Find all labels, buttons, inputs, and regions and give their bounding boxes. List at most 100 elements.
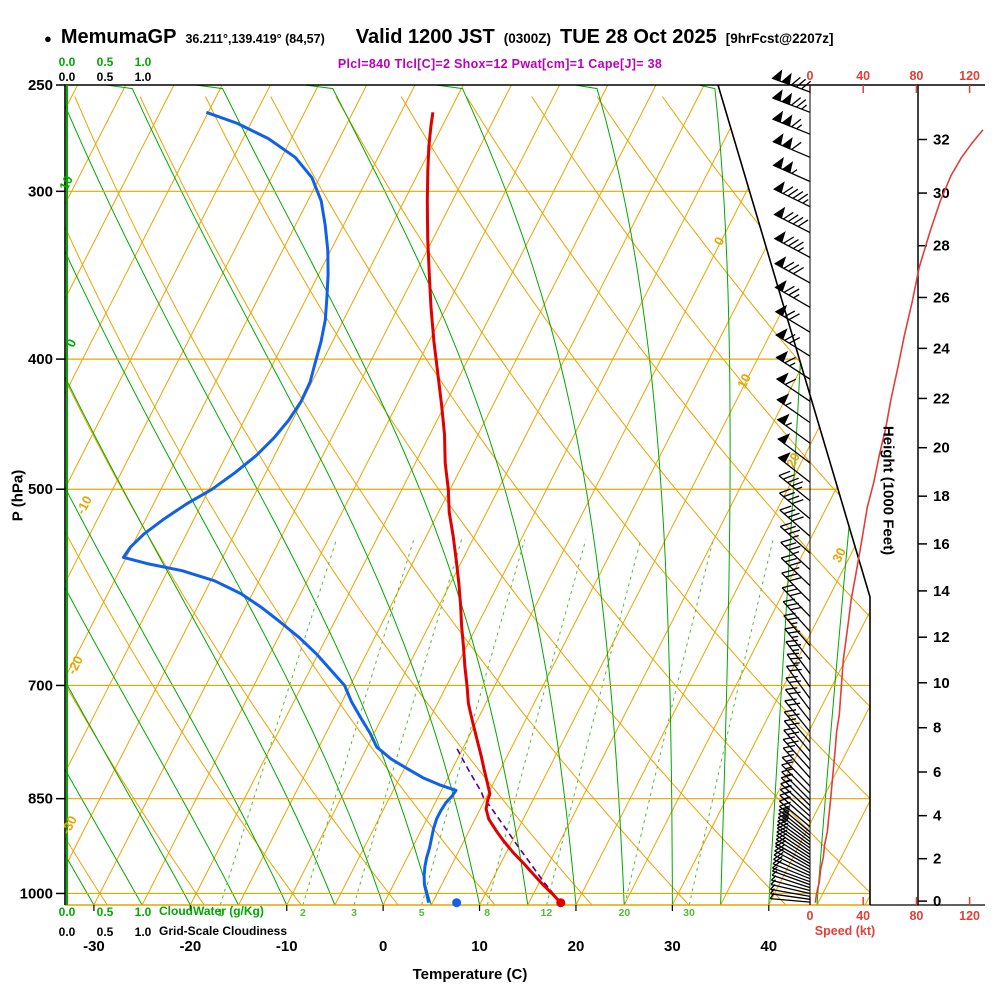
cloudwater-axis-label: CloudWater (g/Kg) — [159, 904, 264, 918]
grid-line-label: -10 — [73, 493, 95, 517]
model-name: MemumaGP — [60, 26, 177, 48]
wind-barb — [782, 598, 811, 632]
cloudwater-scale-bottom: 1.0 — [135, 905, 152, 919]
height-axis-label: Height (1000 Feet) — [879, 425, 897, 556]
wind-barb — [773, 847, 811, 874]
wind-barb — [781, 569, 811, 602]
temperature-tick-label: 10 — [471, 938, 488, 955]
forecast-tag: [9hrFcst@2207z] — [725, 31, 834, 46]
wind-barb — [777, 433, 811, 464]
wind-barb — [776, 413, 811, 444]
temperature-tick-label: 20 — [568, 938, 585, 955]
wind-barb — [783, 727, 811, 761]
speed-tick-label-top: 40 — [856, 69, 870, 83]
speed-axis-label: Speed (kt) — [814, 924, 876, 938]
temperature-tick-label: 30 — [664, 938, 681, 955]
stability-indices: Plcl=840 Tlcl[C]=2 Shox=12 Pwat[cm]=1 Ca… — [337, 57, 663, 71]
speed-tick-label-bottom: 0 — [807, 909, 814, 923]
wind-barb — [773, 231, 811, 258]
wind-barb — [785, 639, 811, 675]
wind-barb — [772, 133, 811, 158]
cloudiness-axis-label: Grid-Scale Cloudiness — [159, 924, 288, 938]
mixing-ratio-label: 2 — [300, 907, 306, 919]
wind-barb — [780, 554, 811, 587]
height-tick-label: 28 — [933, 238, 950, 255]
temperature-tick-label: 40 — [760, 938, 777, 955]
wind-barb — [784, 626, 811, 661]
wind-barb — [775, 372, 811, 402]
mixing-ratio-label: 12 — [541, 907, 553, 919]
mixing-ratio-label: 30 — [683, 907, 695, 919]
temperature-tick-label: -10 — [276, 938, 298, 955]
speed-tick-label-bottom: 120 — [959, 909, 980, 923]
wind-barb — [783, 709, 811, 743]
wind-barb — [785, 664, 811, 699]
height-tick-label: 4 — [933, 808, 942, 825]
wind-barb — [774, 843, 811, 871]
height-tick-label: 18 — [933, 488, 950, 505]
cloudiness-scale-top: 1.0 — [135, 70, 152, 84]
wind-barb — [772, 855, 811, 880]
wind-barb — [772, 157, 811, 183]
pressure-tick-label: 500 — [28, 481, 53, 498]
wind-barb — [775, 350, 811, 380]
cloudiness-scale-bottom: 0.5 — [97, 925, 114, 939]
cloudiness-scale-bottom: 0.0 — [59, 925, 76, 939]
pressure-axis-label: P (hPa) — [9, 469, 27, 522]
speed-tick-label-top: 80 — [909, 69, 923, 83]
wind-barb — [784, 698, 811, 733]
mixing-ratio-label: 3 — [351, 907, 357, 919]
wind-barb — [773, 181, 811, 208]
wind-barb — [786, 652, 811, 688]
mixing-ratio-label: 5 — [419, 907, 425, 919]
cloudwater-scale-bottom: 0.0 — [59, 905, 76, 919]
height-tick-label: 14 — [933, 583, 950, 600]
speed-tick-label-bottom: 80 — [909, 909, 923, 923]
pressure-tick-label: 850 — [28, 791, 53, 808]
wind-barb — [771, 69, 812, 93]
wind-barb — [773, 851, 811, 877]
temperature-axis-label: Temperature (C) — [412, 966, 528, 983]
wind-barb — [771, 110, 811, 135]
wind-barb — [783, 612, 811, 647]
speed-curve — [814, 129, 984, 903]
wind-barb — [781, 753, 811, 787]
height-tick-label: 22 — [933, 390, 950, 407]
wind-barb — [780, 538, 811, 571]
cloudwater-scale-top: 1.0 — [135, 55, 152, 69]
height-tick-label: 20 — [933, 440, 950, 457]
pressure-tick-label: 700 — [28, 677, 53, 694]
height-tick-label: 24 — [933, 340, 950, 357]
grid-line-label: 0 — [711, 234, 728, 247]
height-tick-label: 8 — [933, 720, 941, 737]
mixing-ratio-label: 8 — [484, 907, 490, 919]
wind-barb — [775, 833, 811, 862]
grid-line-label: 10 — [56, 173, 76, 193]
wind-barb — [785, 675, 811, 711]
cloudwater-scale-top: 0.5 — [97, 55, 114, 69]
cloudiness-scale-bottom: 1.0 — [135, 925, 152, 939]
wind-barb — [777, 452, 811, 483]
wind-barb — [779, 522, 811, 554]
header: ● MemumaGP 36.211°,139.419° (84,57) Vali… — [44, 26, 833, 49]
wind-barb — [779, 505, 811, 537]
speed-tick-label-top: 120 — [959, 69, 980, 83]
speed-tick-label-bottom: 40 — [856, 909, 870, 923]
grid-line-label: 10 — [734, 371, 754, 391]
skewt-grid-lines — [65, 85, 870, 905]
pressure-tick-label: 250 — [28, 77, 53, 94]
height-tick-label: 0 — [933, 893, 941, 910]
wind-barb — [778, 470, 811, 502]
wind-barb — [774, 256, 811, 284]
valid-zulu: (0300Z) — [503, 31, 551, 46]
height-tick-label: 12 — [933, 629, 950, 646]
grid-line-label: -30 — [58, 813, 80, 837]
wind-barb — [775, 328, 811, 357]
temperature-curve — [425, 112, 562, 904]
wind-barb — [773, 206, 811, 234]
mixing-ratio-label: 20 — [619, 907, 631, 919]
pressure-tick-label: 400 — [28, 351, 53, 368]
wind-barb — [771, 89, 811, 113]
wind-barb — [784, 687, 811, 722]
